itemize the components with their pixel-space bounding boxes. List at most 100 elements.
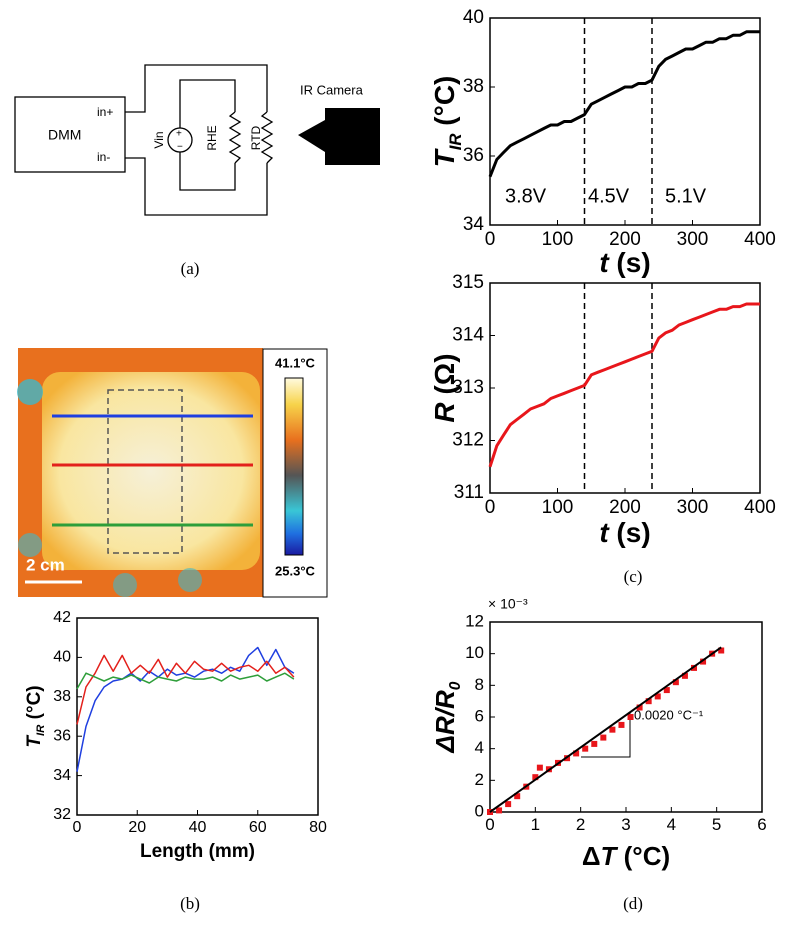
voltage-source [167, 127, 193, 153]
axis-label-part: IR [35, 724, 47, 736]
in-minus-label: in- [97, 150, 110, 164]
cool-spot [113, 573, 137, 597]
y-tick-label: 314 [452, 325, 484, 346]
x-tick-label: 0 [485, 815, 494, 834]
y-tick-label: 0 [475, 801, 484, 820]
camera-body [325, 108, 380, 165]
axis-label: R (Ω) [429, 353, 460, 422]
colorbar-min: 25.3°C [275, 563, 316, 578]
axis-label-part: Δ [582, 841, 601, 871]
hot-region [42, 372, 260, 570]
series-line [76, 672, 295, 690]
y-tick-label: 10 [465, 643, 484, 662]
rtd-resistor [260, 111, 274, 164]
rhe-label: RHE [205, 125, 219, 150]
panel-label: (a) [181, 259, 200, 278]
x-tick-label: 300 [677, 229, 709, 250]
x-tick-label: 80 [309, 819, 327, 836]
series-line [488, 30, 760, 178]
panel-label: (d) [623, 894, 643, 913]
point [700, 658, 707, 665]
axis-label: t (s) [599, 247, 650, 278]
axis-label: TIR (°C) [24, 685, 47, 747]
y-tick-label: 34 [463, 214, 485, 235]
y-tick-label: 2 [475, 770, 484, 789]
point [636, 704, 643, 711]
point [627, 714, 634, 720]
x-tick-label: 40 [189, 819, 207, 836]
y-tick-label: 42 [53, 609, 71, 626]
camera-label: IR Camera [300, 82, 364, 97]
x-tick-label: 0 [485, 229, 496, 250]
cool-spot [17, 379, 43, 405]
point [672, 679, 679, 686]
y-tick-label: 40 [463, 7, 484, 28]
wire [179, 152, 236, 191]
axis-label-part: T [24, 735, 45, 748]
axis-label-part: 0 [447, 681, 464, 690]
annotation: 0.0020 °C⁻¹ [634, 707, 704, 722]
annotation: 3.8V [505, 185, 547, 207]
axis-label-part: T [429, 147, 460, 167]
x-tick-label: 200 [609, 497, 641, 518]
point [582, 745, 589, 752]
y-tick-label: 312 [452, 430, 484, 451]
source-sign: + [176, 129, 182, 140]
axis-label-part: (°C) [429, 76, 460, 134]
wire [179, 79, 236, 128]
axis-label-part: R [429, 402, 460, 423]
y-tick-label: 311 [454, 482, 484, 503]
wire [125, 157, 268, 216]
x-tick-label: 0 [73, 819, 82, 836]
thermal-image: 2 cm 41.1°C 25.3°C [17, 348, 328, 598]
point [663, 687, 670, 694]
point [609, 726, 616, 733]
x-tick-label: 100 [542, 497, 574, 518]
colorbar [284, 377, 304, 556]
axis-label-part: (s) [609, 517, 651, 548]
axis-label: ΔT (°C) [582, 841, 670, 871]
x-tick-label: 60 [249, 819, 267, 836]
y-tick-label: 8 [475, 675, 484, 694]
plot-frame [76, 617, 319, 816]
axis-label: Length (mm) [140, 841, 255, 862]
axis-multiplier: × 10⁻³ [488, 596, 528, 612]
camera-lens [298, 120, 325, 152]
axis-label-part: (°C) [616, 841, 670, 871]
x-tick-label: 2 [576, 815, 585, 834]
y-tick-label: 4 [475, 738, 484, 757]
x-tick-label: 300 [677, 497, 709, 518]
slope-triangle [581, 712, 631, 758]
point [645, 698, 652, 705]
cool-spot [178, 568, 202, 592]
axis-label: t (s) [599, 517, 650, 548]
x-tick-label: 200 [609, 229, 641, 250]
axis-label-part: Length (mm) [140, 841, 255, 862]
y-tick-label: 6 [475, 706, 484, 725]
axis-label-part: (s) [609, 247, 651, 278]
annotation: 5.1V [665, 185, 707, 207]
y-tick-label: 38 [463, 76, 484, 97]
point [591, 740, 598, 747]
point [691, 664, 697, 671]
point [718, 647, 725, 654]
point [505, 801, 512, 808]
point [618, 721, 625, 728]
wire [125, 64, 268, 113]
point [536, 764, 543, 771]
x-tick-label: 20 [128, 819, 146, 836]
point [600, 734, 607, 741]
panel-label: (c) [624, 567, 643, 586]
rtd-label: RTD [249, 125, 263, 150]
y-tick-label: 12 [465, 611, 484, 630]
axis-label-part: t [599, 517, 610, 548]
in-plus-label: in+ [97, 105, 113, 119]
axis-label-part: ΔR/R [430, 690, 460, 753]
annotation: 4.5V [588, 185, 630, 207]
series-line [488, 302, 760, 468]
colorbar-max: 41.1°C [275, 355, 316, 370]
x-tick-label: 5 [712, 815, 721, 834]
y-tick-label: 36 [463, 145, 484, 166]
